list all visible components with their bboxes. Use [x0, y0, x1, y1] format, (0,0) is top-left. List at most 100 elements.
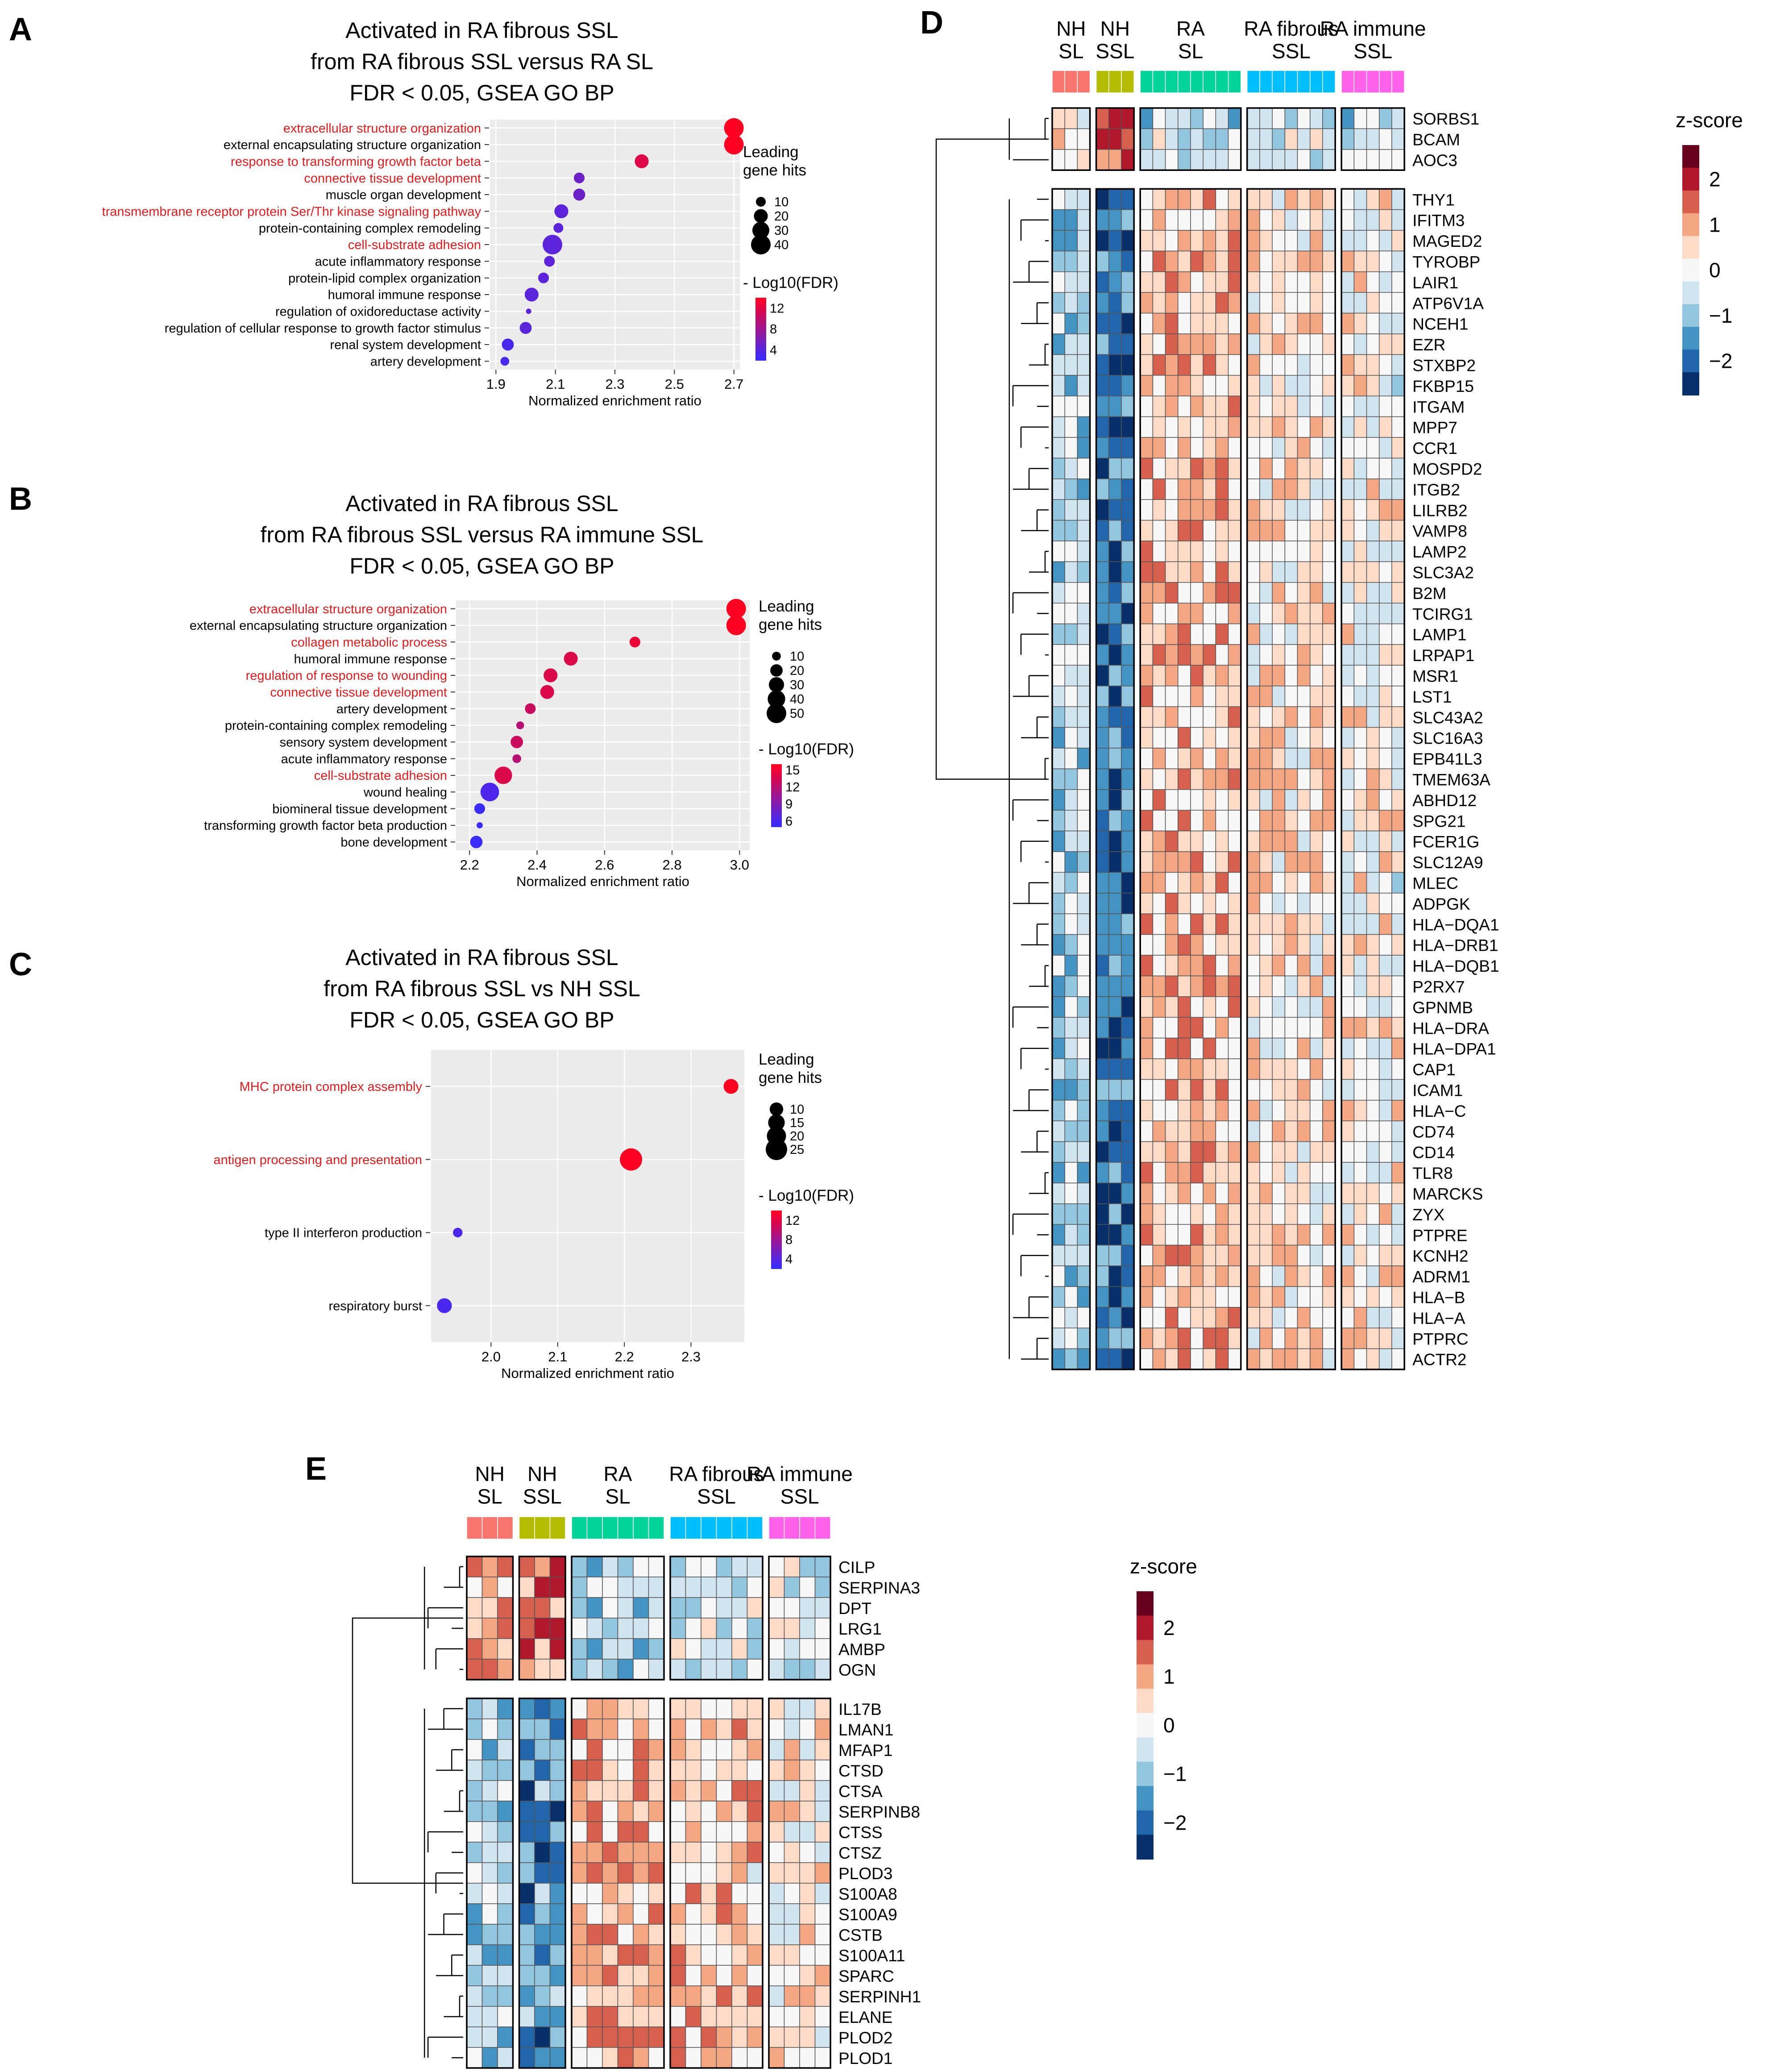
panel-d-cell — [1391, 250, 1405, 272]
panel-d-cell — [1310, 582, 1323, 603]
panel-e-cell — [716, 1718, 732, 1740]
panel-d-cell — [1077, 1037, 1091, 1059]
panel-e-cell — [497, 1659, 514, 1680]
panel-d-cell — [1391, 810, 1405, 832]
panel-d-cell — [1272, 686, 1286, 707]
panel-e-cell — [617, 1718, 634, 1740]
panel-e-cell — [701, 1903, 717, 1925]
panel-d-cell — [1297, 1224, 1311, 1246]
panel-b-term-label-cell-substrate-adhesion: cell-substrate adhesion — [314, 769, 447, 783]
panel-d-cell — [1165, 292, 1179, 314]
panel-a-color-legend-bar — [755, 349, 766, 353]
panel-d-cell — [1190, 768, 1203, 790]
panel-e-cell — [685, 1659, 701, 1680]
panel-d-cell — [1272, 1224, 1286, 1246]
panel-d-cell — [1297, 706, 1311, 728]
panel-e-cell — [534, 1924, 551, 1945]
panel-b-size-legend-label: 20 — [790, 664, 804, 678]
panel-d-cell — [1259, 727, 1273, 749]
panel-d-cell — [1152, 830, 1166, 852]
panel-e-cell — [747, 1801, 763, 1822]
panel-d-cell — [1379, 1286, 1392, 1308]
panel-e-cell — [586, 1739, 603, 1760]
panel-d-cell — [1259, 603, 1273, 624]
panel-d-cell — [1353, 375, 1367, 396]
panel-d-cell — [1341, 934, 1355, 956]
panel-d-cell — [1391, 1307, 1405, 1328]
panel-e-cell — [670, 1883, 686, 1904]
panel-d-cell — [1121, 810, 1134, 832]
panel-d-cell — [1178, 893, 1191, 914]
panel-d-gene-label-nceh1: NCEH1 — [1412, 315, 1468, 333]
panel-a-term-label-muscle-organ-development: muscle organ development — [326, 188, 481, 202]
panel-d-cell — [1165, 872, 1179, 894]
panel-d-cell — [1366, 1141, 1380, 1163]
panel-d-group-color-bar — [1322, 70, 1336, 93]
panel-d-cell — [1228, 913, 1241, 935]
panel-d-cell — [1190, 686, 1203, 707]
panel-d-cell — [1077, 603, 1091, 624]
panel-d-cell — [1077, 1307, 1091, 1328]
panel-d-gene-label-hla-a: HLA−A — [1412, 1309, 1465, 1327]
panel-d-cell — [1391, 913, 1405, 935]
panel-d-cell — [1272, 975, 1286, 997]
panel-d-cell — [1284, 975, 1298, 997]
panel-d-cell — [1215, 727, 1229, 749]
panel-d-cell — [1366, 851, 1380, 873]
panel-b-color-legend-bar — [771, 813, 782, 817]
panel-d-cell — [1247, 1224, 1260, 1246]
panel-d-cell — [1272, 395, 1286, 417]
panel-d-cell — [1077, 913, 1091, 935]
panel-e-cell — [481, 1944, 498, 1966]
panel-e-gene-label-plod1: PLOD1 — [838, 2049, 892, 2068]
panel-e-cell — [602, 1698, 618, 1719]
panel-c-color-legend-bar — [771, 1211, 782, 1214]
panel-d-cell — [1052, 893, 1065, 914]
panel-d-cell — [1379, 830, 1392, 852]
panel-e-cell — [648, 1883, 664, 1904]
panel-d-gene-label-vamp8: VAMP8 — [1412, 522, 1467, 541]
panel-e-cell — [534, 1659, 551, 1680]
panel-d-cell — [1366, 230, 1380, 252]
panel-d-cell — [1228, 1327, 1241, 1349]
panel-e-cell — [519, 1965, 535, 1986]
panel-d-cell — [1121, 913, 1134, 935]
panel-d-cell — [1096, 499, 1109, 521]
panel-d-cell — [1190, 1348, 1203, 1370]
panel-d-cell — [1096, 1182, 1109, 1204]
panel-e-cell — [685, 1862, 701, 1884]
panel-d-cell — [1215, 541, 1229, 562]
panel-e-cell — [534, 1801, 551, 1822]
panel-d-cell — [1247, 1348, 1260, 1370]
panel-e-cell — [701, 1638, 717, 1660]
panel-e-cell — [617, 1659, 634, 1680]
panel-d-cell — [1096, 333, 1109, 355]
panel-e-cell — [481, 1577, 498, 1598]
panel-a-color-legend-bar — [755, 352, 766, 356]
panel-d-cell — [1140, 188, 1154, 210]
panel-d-cell — [1353, 520, 1367, 541]
panel-d-cell — [1366, 1162, 1380, 1184]
panel-d-cell — [1140, 354, 1154, 376]
panel-d-cell — [1064, 872, 1078, 894]
panel-d-cell — [1391, 128, 1405, 150]
panel-d-cell — [1379, 437, 1392, 459]
panel-d-cell — [1259, 1141, 1273, 1163]
panel-e-cell — [747, 1965, 763, 1986]
panel-e-legend-swatch — [1137, 1786, 1154, 1811]
panel-a-color-legend-bar — [755, 303, 766, 306]
panel-d-cell — [1152, 686, 1166, 707]
panel-e-cell — [466, 1718, 483, 1740]
panel-a-term-label-regulation-of-cellular-response-to-growth-factor-stimulus: regulation of cellular response to growt… — [165, 321, 481, 336]
panel-d-cell — [1052, 1348, 1065, 1370]
panel-b-color-legend-bar — [771, 793, 782, 796]
panel-e-cell — [497, 1821, 514, 1843]
panel-e-cell — [731, 1862, 748, 1884]
panel-d-cell — [1341, 149, 1355, 171]
panel-d-cell — [1077, 810, 1091, 832]
panel-e-cell — [670, 1739, 686, 1760]
panel-d-cell — [1341, 1244, 1355, 1266]
panel-e-cell — [731, 1698, 748, 1719]
panel-e-cell — [685, 1842, 701, 1863]
panel-e-cell — [519, 1597, 535, 1618]
